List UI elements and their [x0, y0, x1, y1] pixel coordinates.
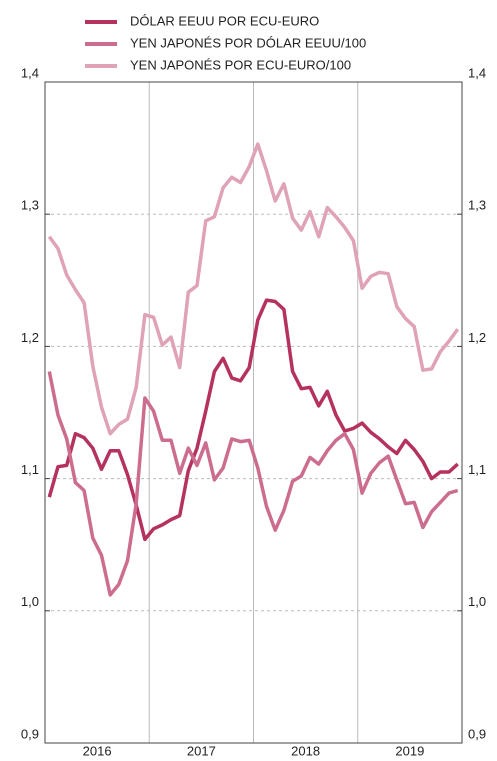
y2-tick-label: 1,4	[468, 65, 486, 80]
y2-tick-label: 1,3	[468, 198, 486, 213]
y-tick-label: 0,9	[21, 726, 39, 741]
y-tick-label: 1,2	[21, 330, 39, 345]
y-tick-label: 1,4	[21, 65, 39, 80]
x-tick-label: 2018	[291, 743, 320, 758]
x-tick-label: 2019	[395, 743, 424, 758]
legend-label: DÓLAR EEUU POR ECU-EURO	[130, 13, 319, 28]
series-line	[47, 371, 459, 597]
y2-tick-label: 0,9	[468, 726, 486, 741]
y-tick-label: 1,0	[21, 594, 39, 609]
series-line	[47, 142, 460, 436]
y2-tick-label: 1,1	[468, 462, 486, 477]
plot-frame	[44, 81, 463, 744]
y2-tick-label: 1,2	[468, 330, 486, 345]
x-tick-label: 2016	[83, 743, 112, 758]
y-tick-label: 1,3	[21, 198, 39, 213]
y2-tick-label: 1,0	[468, 594, 486, 609]
legend-label: YEN JAPONÉS POR ECU-EURO/100	[130, 57, 351, 72]
y-tick-label: 1,1	[21, 462, 39, 477]
legend-label: YEN JAPONÉS POR DÓLAR EEUU/100	[130, 35, 366, 50]
x-tick-label: 2017	[187, 743, 216, 758]
series-line	[47, 298, 459, 542]
